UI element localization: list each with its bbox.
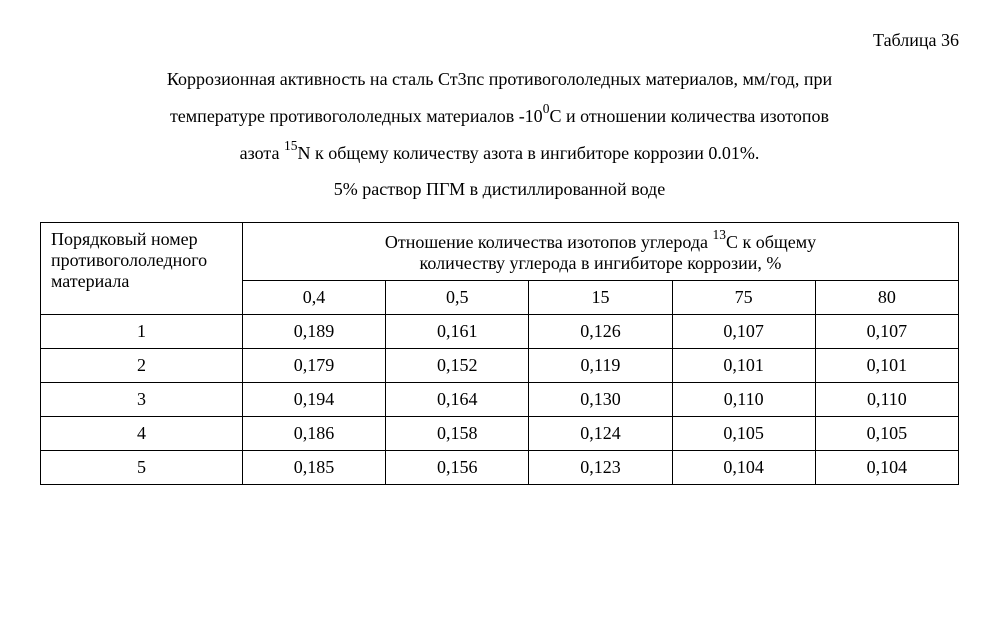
caption-line-1: Коррозионная активность на сталь Ст3пс п…: [167, 69, 832, 89]
col-label-3: 75: [672, 281, 815, 315]
caption-line-4: 5% раствор ПГМ в дистиллированной воде: [334, 179, 665, 199]
cell: 0,185: [242, 451, 385, 485]
header-first-col-l2: противогололедного: [51, 250, 207, 270]
cell: 0,104: [815, 451, 958, 485]
cell: 0,156: [386, 451, 529, 485]
cell: 0,186: [242, 417, 385, 451]
cell: 0,126: [529, 315, 672, 349]
cell: 0,152: [386, 349, 529, 383]
caption-line-2a: температуре противогололедных материалов…: [170, 106, 543, 126]
cell: 0,130: [529, 383, 672, 417]
row-number: 1: [41, 315, 243, 349]
caption-line-3-sup: 15: [284, 138, 298, 153]
data-table: Порядковый номер противогололедного мате…: [40, 222, 959, 485]
header-group-l2: количеству углерода в ингибиторе коррози…: [420, 253, 782, 273]
table-header-row-1: Порядковый номер противогололедного мате…: [41, 223, 959, 281]
col-label-2: 15: [529, 281, 672, 315]
table-row: 2 0,179 0,152 0,119 0,101 0,101: [41, 349, 959, 383]
caption-line-3a: азота: [240, 143, 284, 163]
cell: 0,105: [815, 417, 958, 451]
header-group-cell: Отношение количества изотопов углерода 1…: [242, 223, 958, 281]
col-label-1: 0,5: [386, 281, 529, 315]
cell: 0,101: [815, 349, 958, 383]
header-first-col-l3: материала: [51, 271, 129, 291]
table-row: 5 0,185 0,156 0,123 0,104 0,104: [41, 451, 959, 485]
caption-line-3b: N к общему количеству азота в ингибиторе…: [298, 143, 760, 163]
table-row: 1 0,189 0,161 0,126 0,107 0,107: [41, 315, 959, 349]
header-group-l1sup: 13: [712, 227, 726, 242]
cell: 0,101: [672, 349, 815, 383]
row-number: 3: [41, 383, 243, 417]
cell: 0,158: [386, 417, 529, 451]
header-first-col-l1: Порядковый номер: [51, 229, 198, 249]
header-first-column: Порядковый номер противогололедного мате…: [41, 223, 243, 315]
table-row: 3 0,194 0,164 0,130 0,110 0,110: [41, 383, 959, 417]
header-group-l1a: Отношение количества изотопов углерода: [385, 232, 713, 252]
row-number: 5: [41, 451, 243, 485]
cell: 0,161: [386, 315, 529, 349]
cell: 0,124: [529, 417, 672, 451]
cell: 0,110: [815, 383, 958, 417]
cell: 0,110: [672, 383, 815, 417]
table-number-label: Таблица 36: [40, 30, 959, 51]
caption-line-2-sup: 0: [543, 101, 550, 116]
table-row: 4 0,186 0,158 0,124 0,105 0,105: [41, 417, 959, 451]
cell: 0,189: [242, 315, 385, 349]
caption-line-2b: С и отношении количества изотопов: [549, 106, 829, 126]
row-number: 4: [41, 417, 243, 451]
cell: 0,179: [242, 349, 385, 383]
row-number: 2: [41, 349, 243, 383]
table-caption: Коррозионная активность на сталь Ст3пс п…: [40, 61, 959, 207]
cell: 0,119: [529, 349, 672, 383]
col-label-0: 0,4: [242, 281, 385, 315]
header-group-l1b: С к общему: [726, 232, 816, 252]
cell: 0,105: [672, 417, 815, 451]
cell: 0,107: [815, 315, 958, 349]
cell: 0,104: [672, 451, 815, 485]
cell: 0,164: [386, 383, 529, 417]
cell: 0,107: [672, 315, 815, 349]
cell: 0,123: [529, 451, 672, 485]
cell: 0,194: [242, 383, 385, 417]
col-label-4: 80: [815, 281, 958, 315]
